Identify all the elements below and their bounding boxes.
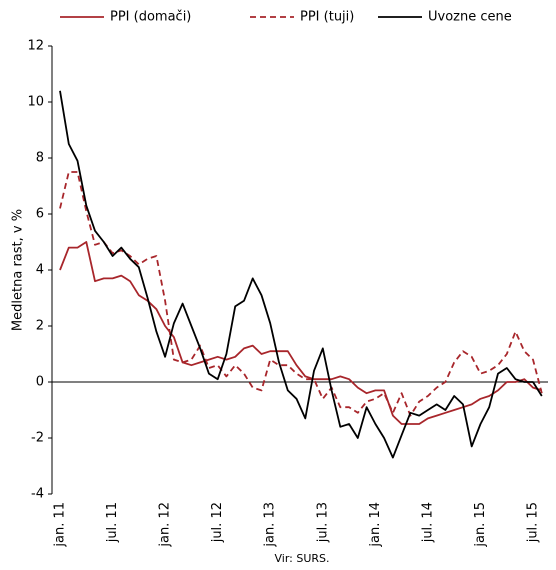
y-tick-label: -4 [31,487,44,502]
y-tick-label: 0 [36,375,44,390]
x-tick-label: jul. 13 [315,502,330,543]
y-tick-label: 10 [27,95,44,110]
x-tick-label: jul. 14 [420,502,435,543]
series-line [59,241,543,425]
legend-label: PPI (domači) [110,10,191,25]
y-tick-label: 2 [36,319,44,334]
y-tick-label: -2 [31,431,44,446]
x-tick-label: jul. 11 [105,502,120,543]
series-line [59,90,543,459]
y-tick-label: 12 [27,39,44,54]
y-tick-label: 4 [36,263,44,278]
x-tick-label: jul. 12 [210,502,225,543]
y-tick-label: 8 [36,151,44,166]
x-tick-label: jul. 15 [526,502,541,543]
x-tick-label: jan. 13 [263,502,278,548]
y-tick-label: 6 [36,207,44,222]
x-tick-label: jan. 15 [473,502,488,548]
legend-label: PPI (tuji) [300,10,354,25]
series-line [59,171,543,417]
legend-label: Uvozne cene [428,10,512,25]
y-axis-label: Medletna rast, v % [11,209,26,331]
x-tick-label: jan. 12 [158,502,173,548]
source-note: Vir: SURS. [274,552,329,565]
x-tick-label: jan. 11 [53,502,68,548]
x-tick-label: jan. 14 [368,502,383,548]
